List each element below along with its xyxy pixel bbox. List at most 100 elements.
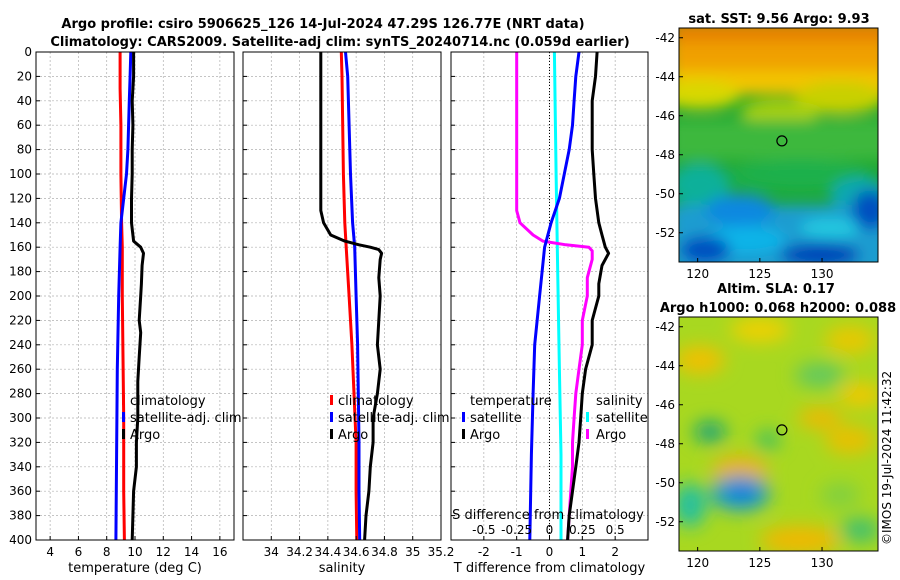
y-tick-label: -44 xyxy=(655,70,675,84)
legend-swatch-climatology xyxy=(122,395,125,405)
x-axis-label: T difference from climatology xyxy=(453,561,646,576)
depth-tick-label: 100 xyxy=(9,167,32,181)
depth-tick-label: 240 xyxy=(9,338,32,352)
series-line-argo xyxy=(130,52,145,541)
sla-map-title-line2: Argo h1000: 0.068 h2000: 0.088 xyxy=(660,301,896,316)
legend-label-argo: Argo xyxy=(338,428,368,443)
depth-tick-label: 60 xyxy=(17,118,32,132)
legend-label-s-satellite: satellite xyxy=(596,411,648,426)
x-tick-label: 34.4 xyxy=(314,545,341,559)
depth-tick-labels: 0 20 40 60 80 100 120 140 160 180 200 220 240 260 280 3… xyxy=(9,45,32,547)
depth-tick-label: 340 xyxy=(9,460,32,474)
x-tick-label: 1 xyxy=(579,545,587,559)
y-tick-label: -48 xyxy=(655,148,675,162)
depth-tick-label: 0 xyxy=(24,45,32,59)
legend-title-salinity: salinity xyxy=(596,394,643,409)
depth-tick-label: 20 xyxy=(17,69,32,83)
x-tick-label: 12 xyxy=(156,545,171,559)
legend-label-climatology: climatology xyxy=(338,394,414,409)
x-tick-label: 34 xyxy=(264,545,279,559)
salinity-panel: 34 34.2 34.4 34.6 34.8 35 35.2 salinity xyxy=(242,51,455,576)
x-tick-label: 34.2 xyxy=(286,545,313,559)
depth-tick-label: 380 xyxy=(9,509,32,523)
x-tick-label: 130 xyxy=(811,267,834,281)
sla-map-title-line1: Altim. SLA: 0.17 xyxy=(717,282,835,297)
top-tick-label: 0 xyxy=(546,523,554,537)
x-axis-label: temperature (deg C) xyxy=(68,561,202,576)
x-tick-label: -1 xyxy=(511,545,523,559)
depth-tick-label: 200 xyxy=(9,289,32,303)
x-tick-label: 35.2 xyxy=(428,545,455,559)
difference-legend: temperature satellite Argo salinity sate… xyxy=(462,394,648,443)
depth-tick-label: 120 xyxy=(9,191,32,205)
legend-label-satellite: satellite-adj. clim xyxy=(338,411,450,426)
sla-map-field xyxy=(679,317,878,551)
x-axis-label: salinity xyxy=(319,561,366,576)
series-line-temperature-argo xyxy=(566,51,611,541)
series-line-salinity-argo xyxy=(515,52,594,541)
s-difference-tick-labels: -0.5 -0.25 0 0.25 0.5 xyxy=(472,523,625,537)
y-tick-label: -52 xyxy=(655,226,675,240)
legend-swatch-s-argo xyxy=(586,429,589,439)
y-tick-label: -52 xyxy=(655,515,675,529)
depth-tick-label: 280 xyxy=(9,387,32,401)
depth-tick-label: 80 xyxy=(17,143,32,157)
series-line-climatology xyxy=(118,52,126,541)
legend-label-t-argo: Argo xyxy=(470,428,500,443)
legend-label-satellite: satellite-adj. clim xyxy=(130,411,242,426)
legend-swatch-t-satellite xyxy=(462,412,465,422)
legend-label-argo: Argo xyxy=(130,428,160,443)
x-tick-label: 16 xyxy=(212,545,227,559)
top-tick-label: 0.25 xyxy=(569,523,596,537)
y-tick-label: -46 xyxy=(655,109,675,123)
argo-location-marker xyxy=(776,135,788,147)
top-tick-label: -0.25 xyxy=(501,523,532,537)
salinity-legend: climatology satellite-adj. clim Argo xyxy=(330,394,450,443)
depth-tick-label: 360 xyxy=(9,484,32,498)
series-line-climatology xyxy=(339,51,359,541)
depth-tick-label: 40 xyxy=(17,94,32,108)
depth-tick-label: 180 xyxy=(9,265,32,279)
depth-tick-label: 220 xyxy=(9,313,32,327)
series-line-temperature-satellite xyxy=(528,51,581,541)
depth-tick-label: 260 xyxy=(9,362,32,376)
depth-tick-label: 140 xyxy=(9,216,32,230)
argo-location-marker xyxy=(776,424,788,436)
depth-tick-label: 300 xyxy=(9,411,32,425)
x-tick-label: 10 xyxy=(127,545,142,559)
x-tick-label: 125 xyxy=(748,267,771,281)
x-tick-label: 120 xyxy=(686,267,709,281)
x-tick-label: 35 xyxy=(405,545,420,559)
depth-tick-label: 320 xyxy=(9,435,32,449)
sla-map-frame xyxy=(678,316,879,552)
series-line-argo xyxy=(319,52,384,541)
imos-credit: ©IMOS 19-Jul-2024 11:42:32 xyxy=(880,371,894,545)
y-tick-label: -44 xyxy=(655,359,675,373)
x-tick-label: 34.6 xyxy=(343,545,370,559)
series-line-salinity-satellite xyxy=(552,51,563,540)
sst-map-frame xyxy=(678,27,879,263)
series-line-satellite-adj-clim xyxy=(344,51,362,541)
y-tick-label: -48 xyxy=(655,437,675,451)
legend-swatch-t-argo xyxy=(462,429,465,439)
series-line-satellite-adj-clim xyxy=(114,51,133,541)
top-tick-label: 0.5 xyxy=(606,523,625,537)
s-difference-axis-label: S difference from climatology xyxy=(452,508,644,523)
legend-swatch-argo xyxy=(122,429,125,439)
x-tick-label: 120 xyxy=(686,556,709,570)
figure-title-line2: Climatology: CARS2009. Satellite-adj cli… xyxy=(50,35,629,50)
x-tick-label: 8 xyxy=(103,545,111,559)
sla-map-tick-labels: 120 125 130 -42 -44 -46 -48 -50 -52 xyxy=(655,320,833,570)
sst-map-tick-labels: 120 125 130 -42 -44 -46 -48 -50 -52 xyxy=(655,31,833,281)
sst-map-field xyxy=(679,28,878,262)
x-tick-label: 130 xyxy=(811,556,834,570)
legend-swatch-climatology xyxy=(330,395,333,405)
y-tick-label: -46 xyxy=(655,398,675,412)
legend-label-climatology: climatology xyxy=(130,394,206,409)
x-tick-label: 6 xyxy=(75,545,83,559)
legend-swatch-satellite xyxy=(122,412,125,422)
depth-tick-label: 160 xyxy=(9,240,32,254)
legend-swatch-argo xyxy=(330,429,333,439)
top-tick-label: -0.5 xyxy=(472,523,495,537)
